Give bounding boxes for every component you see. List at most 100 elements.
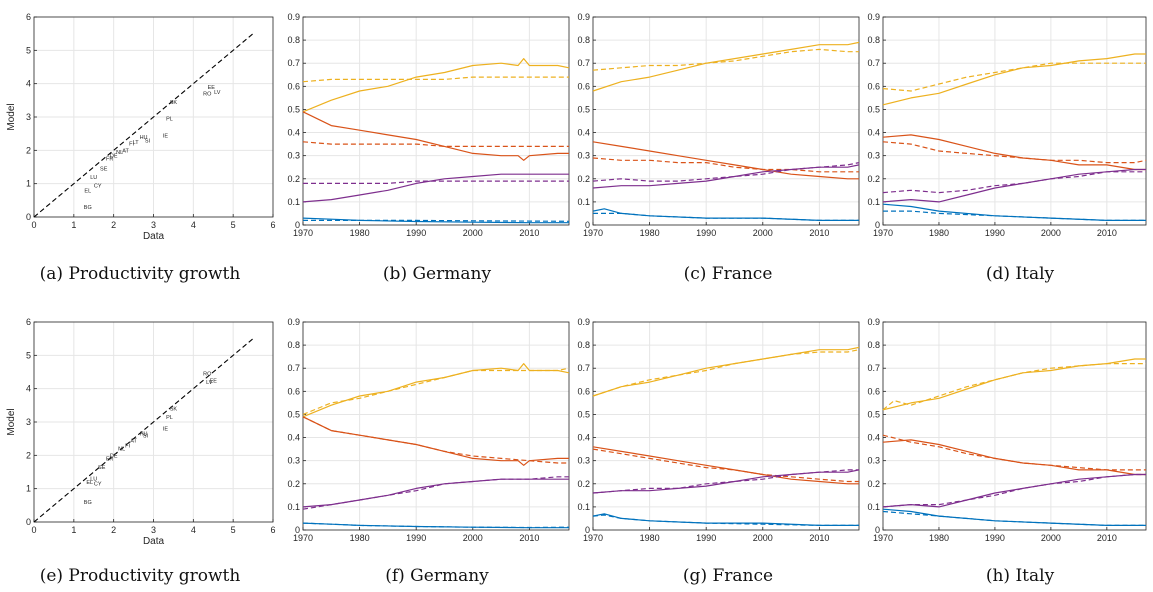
- point-label: SI: [145, 138, 151, 144]
- y-tick-label: 0.4: [867, 433, 880, 443]
- y-tick-label: 2: [26, 450, 31, 460]
- caption-h: (h) Italy: [985, 566, 1055, 586]
- y-tick-label: 0.5: [577, 104, 590, 114]
- point-label: SK: [170, 407, 178, 413]
- point-label: CY: [94, 183, 102, 189]
- reference-45-degree-line: [33, 33, 254, 218]
- y-tick-label: 1: [26, 484, 31, 494]
- y-tick-label: 4: [26, 384, 31, 394]
- y-tick-label: 0.3: [867, 456, 880, 466]
- point-label: SI: [143, 433, 149, 439]
- line-chart-germany-bottom: 1970 1980 1990 2000 2010 0 0.1 0.2 0.3 0.4 0.5 0.6 0…: [287, 317, 570, 543]
- y-tick-label: 0.6: [577, 81, 590, 91]
- y-tick-label: 0.6: [867, 81, 880, 91]
- y-tick-label: 0.9: [577, 12, 590, 22]
- y-tick-label: 0.9: [577, 317, 590, 327]
- series-purple-data: [592, 164, 860, 189]
- y-tick-label: 0.3: [577, 456, 590, 466]
- y-tick-label: 0.3: [867, 151, 880, 161]
- x-tick-label: 6: [270, 220, 275, 230]
- x-tick-label: 1990: [696, 533, 716, 543]
- y-tick-label: 0.9: [287, 12, 300, 22]
- y-tick-label: 0.2: [287, 479, 300, 489]
- y-tick-label: 0.4: [577, 128, 590, 138]
- point-label: FR: [106, 157, 113, 163]
- series-purple-model: [882, 473, 1146, 508]
- x-tick-label: 3: [151, 525, 156, 535]
- series-blue-model: [882, 510, 1146, 526]
- caption-b: (b) Germany: [382, 264, 492, 284]
- x-tick-label: 1990: [406, 533, 426, 543]
- series-yellow-model: [592, 349, 860, 397]
- x-tick-label: 2010: [809, 533, 829, 543]
- x-tick-label: 4: [191, 220, 196, 230]
- y-tick-label: 0.2: [577, 479, 590, 489]
- y-tick-label: 5: [26, 45, 31, 55]
- x-tick-label: 2010: [1097, 228, 1117, 238]
- y-tick-label: 0.3: [287, 456, 300, 466]
- caption-f: (f) Germany: [385, 566, 489, 586]
- x-tick-label: 1990: [696, 228, 716, 238]
- y-tick-label: 0.6: [287, 386, 300, 396]
- series-blue-model: [592, 514, 859, 526]
- x-tick-label: 2010: [519, 228, 539, 238]
- y-tick-label: 0: [26, 517, 31, 527]
- y-tick-label: 0.8: [287, 35, 300, 45]
- line-chart-italy-bottom: 1970 1980 1990 2000 2010 0 0.1 0.2 0.3 0.4 0.5 0.6 0…: [867, 317, 1147, 543]
- point-label: PL: [166, 117, 173, 123]
- y-tick-label: 0.8: [867, 340, 880, 350]
- x-tick-label: 2010: [1097, 533, 1117, 543]
- series-yellow-model: [302, 76, 569, 83]
- x-tick-label: 1970: [293, 228, 313, 238]
- x-tick-label: 1970: [583, 533, 603, 543]
- plot-frame: [882, 16, 1147, 226]
- point-label: NL: [116, 150, 123, 156]
- x-tick-label: 0: [31, 220, 36, 230]
- plot-frame: [882, 321, 1147, 531]
- point-label: SE: [98, 465, 106, 471]
- series-purple-data: [302, 478, 569, 508]
- y-tick-label: 0: [295, 525, 300, 535]
- point-label: LV: [206, 380, 213, 386]
- x-tick-label: 1970: [583, 228, 603, 238]
- x-tick-label: 6: [270, 525, 275, 535]
- y-tick-label: 0: [585, 525, 590, 535]
- x-tick-label: 1970: [873, 533, 893, 543]
- y-tick-label: 0.2: [287, 174, 300, 184]
- y-tick-label: 0.9: [287, 317, 300, 327]
- series-orange-data: [882, 439, 1146, 476]
- caption-a: (a) Productivity growth: [39, 264, 241, 284]
- y-tick-label: 0.2: [577, 174, 590, 184]
- y-tick-label: 0.5: [287, 409, 300, 419]
- point-label: SK: [170, 100, 178, 106]
- y-tick-label: 0.1: [577, 197, 590, 207]
- series-orange-model: [882, 141, 1147, 164]
- series-orange-model: [592, 157, 859, 173]
- y-tick-label: 0.7: [867, 363, 880, 373]
- plot-frame: [302, 16, 570, 226]
- y-tick-label: 0.2: [867, 479, 880, 489]
- x-tick-label: 1: [71, 220, 76, 230]
- series-yellow-model: [302, 367, 570, 415]
- caption-e: (e) Productivity growth: [39, 566, 241, 586]
- point-label: DE: [110, 453, 118, 459]
- y-tick-label: 0.4: [867, 128, 880, 138]
- reference-45-degree-line: [33, 338, 254, 523]
- x-tick-label: 3: [151, 220, 156, 230]
- y-tick-label: 4: [26, 79, 31, 89]
- series-yellow-data: [882, 53, 1146, 106]
- point-label: RO: [203, 372, 212, 378]
- y-tick-label: 0.6: [287, 81, 300, 91]
- y-tick-label: 0: [295, 220, 300, 230]
- point-label: BG: [84, 500, 92, 506]
- x-tick-label: 1980: [640, 533, 660, 543]
- y-tick-label: 0.1: [287, 502, 300, 512]
- point-label: EL: [84, 188, 91, 194]
- x-tick-label: 1: [71, 525, 76, 535]
- y-tick-label: 0.8: [287, 340, 300, 350]
- y-tick-label: 0.5: [577, 409, 590, 419]
- y-tick-label: 0.1: [287, 197, 300, 207]
- y-tick-label: 0.5: [867, 104, 880, 114]
- y-tick-label: 5: [26, 350, 31, 360]
- series-blue-data: [302, 217, 569, 224]
